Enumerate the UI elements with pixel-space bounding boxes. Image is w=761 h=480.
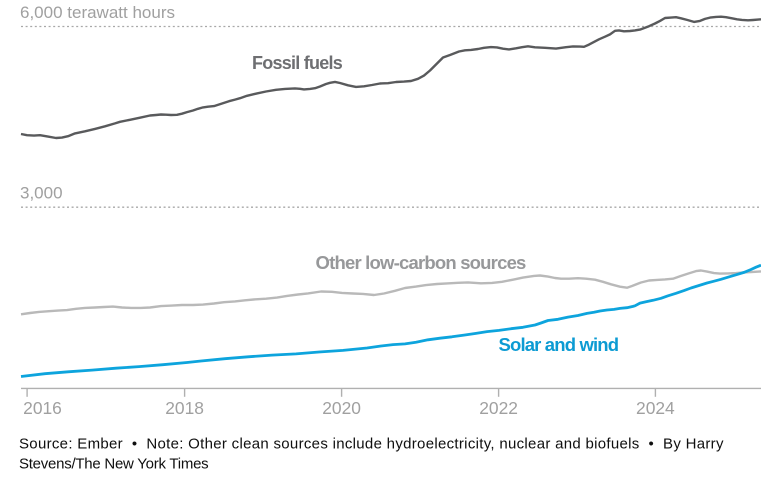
svg-text:Other low-carbon sources: Other low-carbon sources [316, 252, 527, 273]
svg-text:Fossil fuels: Fossil fuels [252, 53, 343, 73]
svg-text:2024: 2024 [636, 398, 675, 418]
svg-text:Stevens/The New York Times: Stevens/The New York Times [19, 456, 208, 473]
svg-text:3,000: 3,000 [20, 184, 63, 203]
svg-text:2020: 2020 [322, 398, 361, 418]
svg-text:2018: 2018 [165, 398, 204, 418]
svg-text:6,000 terawatt hours: 6,000 terawatt hours [20, 3, 175, 22]
svg-text:Solar and wind: Solar and wind [499, 334, 619, 355]
svg-text:Source: Ember • Note: Other: Source: Ember • Note: Other clean source… [19, 436, 724, 453]
svg-text:2022: 2022 [479, 398, 518, 418]
svg-text:2016: 2016 [23, 398, 62, 418]
